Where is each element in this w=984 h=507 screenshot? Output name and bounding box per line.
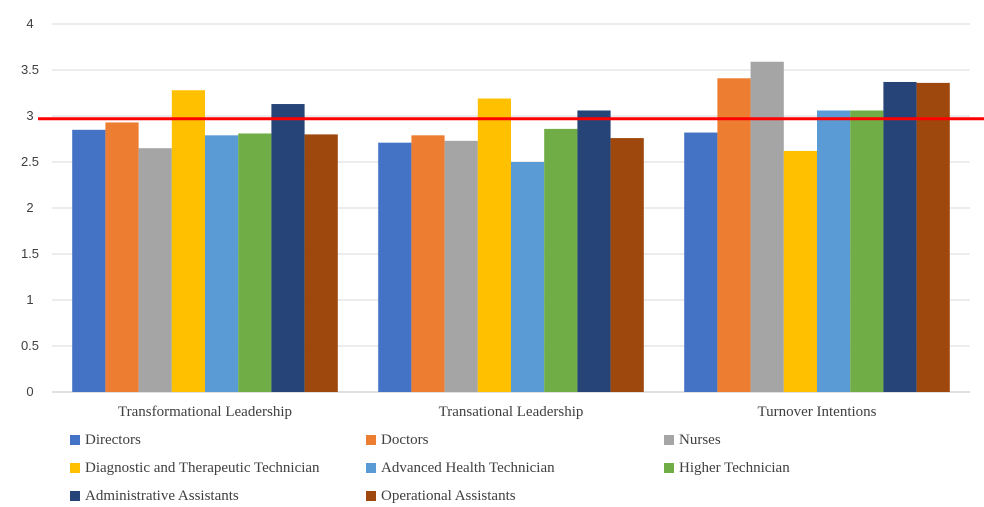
legend-swatch xyxy=(664,463,674,473)
bar-higher-technician xyxy=(850,110,884,392)
bar-higher-technician xyxy=(238,133,272,393)
bar-administrative-assistants xyxy=(883,81,917,393)
y-tick-label: 3.5 xyxy=(21,62,39,77)
bar-directors xyxy=(72,129,106,393)
legend-label: Operational Assistants xyxy=(381,488,516,504)
bar-doctors xyxy=(411,135,445,392)
y-tick-label: 4 xyxy=(26,16,33,31)
legend-swatch xyxy=(664,435,674,445)
bar-nurses xyxy=(750,61,784,392)
bars xyxy=(72,61,950,393)
bar-operational-assistants xyxy=(610,138,644,392)
bar-operational-assistants xyxy=(916,82,950,392)
legend-swatch xyxy=(70,435,80,445)
legend: Directors Doctors Nurses Diagnostic and The… xyxy=(70,432,790,504)
y-tick-label: 0 xyxy=(26,384,33,399)
bar-diagnostic-and-therapeutic-technician xyxy=(477,98,511,393)
y-tick-label: 1.5 xyxy=(21,246,39,261)
bar-directors xyxy=(684,132,718,392)
x-axis: Transformational Leadership Transational … xyxy=(118,404,877,420)
legend-label: Advanced Health Technician xyxy=(381,460,555,476)
category-label: Transational Leadership xyxy=(439,404,584,420)
legend-label: Directors xyxy=(85,432,141,448)
bar-advanced-health-technician xyxy=(205,135,239,392)
category-label: Turnover Intentions xyxy=(757,404,876,420)
y-tick-label: 0.5 xyxy=(21,338,39,353)
y-axis: 0 0.5 1 1.5 2 2.5 3 3.5 4 xyxy=(21,16,39,399)
y-tick-label: 1 xyxy=(26,292,33,307)
legend-label: Diagnostic and Therapeutic Technician xyxy=(85,460,320,476)
bar-nurses xyxy=(138,148,172,392)
y-tick-label: 2 xyxy=(26,200,33,215)
bar-doctors xyxy=(717,78,751,392)
bar-diagnostic-and-therapeutic-technician xyxy=(171,90,205,393)
legend-swatch xyxy=(366,435,376,445)
legend-swatch xyxy=(70,491,80,501)
bar-operational-assistants xyxy=(304,134,338,392)
bar-advanced-health-technician xyxy=(511,162,545,392)
bar-administrative-assistants xyxy=(271,104,305,392)
legend-label: Doctors xyxy=(381,432,429,448)
bar-advanced-health-technician xyxy=(817,110,851,392)
legend-label: Nurses xyxy=(679,432,721,448)
legend-label: Administrative Assistants xyxy=(85,488,239,504)
legend-swatch xyxy=(366,463,376,473)
bar-higher-technician xyxy=(544,128,578,392)
legend-swatch xyxy=(366,491,376,501)
bar-diagnostic-and-therapeutic-technician xyxy=(783,150,817,392)
bar-nurses xyxy=(444,140,478,392)
y-tick-label: 2.5 xyxy=(21,154,39,169)
bar-doctors xyxy=(105,122,139,392)
y-tick-label: 3 xyxy=(26,108,33,123)
bar-directors xyxy=(378,142,412,392)
legend-label: Higher Technician xyxy=(679,460,790,476)
category-label: Transformational Leadership xyxy=(118,404,292,420)
legend-swatch xyxy=(70,463,80,473)
bar-administrative-assistants xyxy=(577,110,611,392)
